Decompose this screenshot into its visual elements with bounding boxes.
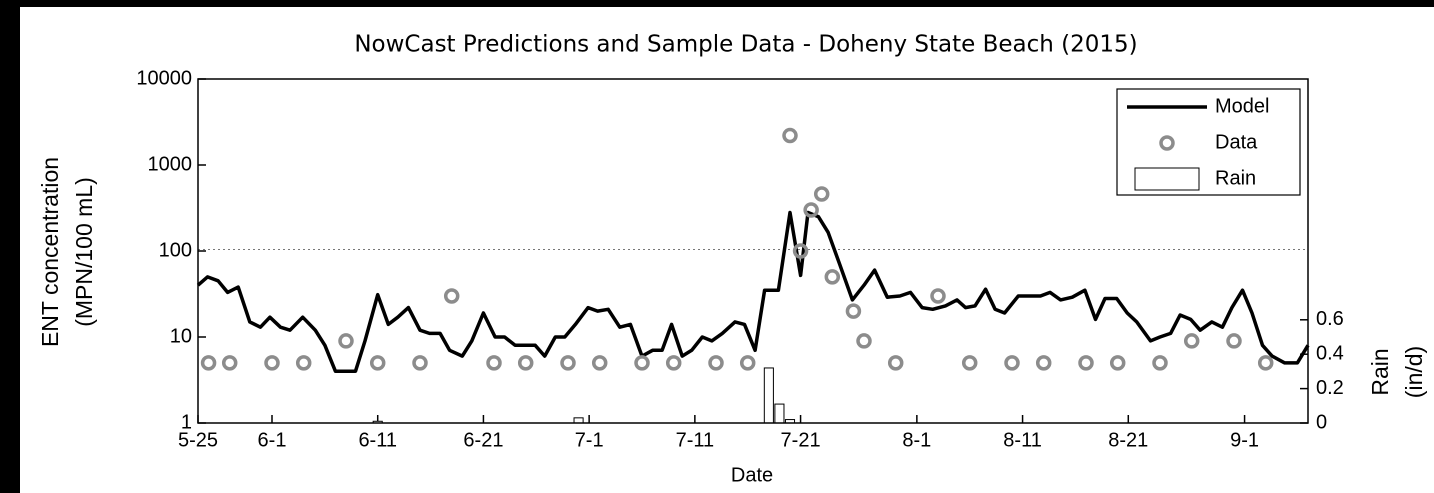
x-tick-label: 6-21 bbox=[463, 429, 503, 451]
y-tick-label: 10000 bbox=[136, 67, 192, 89]
data-point bbox=[486, 355, 502, 371]
y2-axis-label-line: (in/d) bbox=[1401, 346, 1427, 398]
legend-swatch bbox=[1134, 167, 1200, 191]
data-point bbox=[1257, 355, 1274, 371]
y2-axis-label-line: Rain bbox=[1367, 348, 1393, 395]
rain-bar bbox=[763, 367, 774, 424]
data-point bbox=[1109, 355, 1126, 371]
data-point bbox=[813, 186, 830, 202]
legend-label: Model bbox=[1215, 95, 1269, 117]
data-point bbox=[803, 202, 819, 218]
rain-bar bbox=[774, 403, 785, 424]
data-point bbox=[792, 243, 809, 259]
data-point bbox=[1004, 355, 1020, 371]
y2-tick-label: 0.4 bbox=[1316, 342, 1344, 364]
x-tick-label: 7-1 bbox=[575, 429, 604, 451]
data-point bbox=[1183, 333, 1200, 349]
y-axis-label: ENT concentration (MPN/100 mL) bbox=[37, 157, 97, 347]
frame-left bbox=[0, 0, 20, 493]
data-point bbox=[200, 355, 217, 371]
rain-bar bbox=[573, 417, 584, 424]
data-point bbox=[856, 333, 872, 349]
y-axis-label-line: ENT concentration bbox=[37, 157, 63, 347]
x-tick-label: 5-25 bbox=[178, 429, 218, 451]
y2-tick-label: 0 bbox=[1316, 411, 1327, 433]
data-point bbox=[634, 355, 650, 371]
legend-label: Rain bbox=[1215, 167, 1256, 189]
data-point bbox=[845, 303, 862, 319]
data-point bbox=[1078, 355, 1094, 371]
y-tick-label: 10 bbox=[170, 325, 192, 347]
data-point bbox=[930, 288, 946, 304]
data-point bbox=[591, 355, 608, 371]
y-tick-label: 1 bbox=[181, 411, 192, 433]
x-tick-label: 8-1 bbox=[902, 429, 931, 451]
x-tick-label: 6-11 bbox=[358, 429, 397, 451]
data-point bbox=[560, 355, 576, 371]
data-point bbox=[887, 355, 904, 371]
y2-tick-label: 0.2 bbox=[1316, 377, 1344, 399]
data-point bbox=[221, 355, 238, 371]
y2-tick-label: 0.6 bbox=[1316, 308, 1344, 330]
data-point bbox=[782, 127, 798, 144]
chart-title: NowCast Predictions and Sample Data - Do… bbox=[354, 32, 1137, 58]
data-point bbox=[517, 355, 534, 371]
x-axis-label: Date bbox=[731, 464, 773, 486]
y-axis-label-line: (MPN/100 mL) bbox=[71, 177, 97, 327]
model-line bbox=[196, 210, 1310, 373]
y2-axis-label: Rain (in/d) bbox=[1367, 346, 1427, 398]
data-point bbox=[708, 355, 724, 371]
x-tick-label: 7-21 bbox=[781, 429, 821, 451]
plot-frame bbox=[197, 78, 1309, 424]
data-point bbox=[1226, 333, 1242, 349]
y-tick-label: 1000 bbox=[148, 153, 193, 175]
data-point bbox=[961, 355, 978, 371]
data-point bbox=[665, 355, 682, 371]
data-point bbox=[739, 355, 756, 371]
x-tick-label: 7-11 bbox=[676, 429, 715, 451]
data-point bbox=[824, 269, 841, 285]
legend-label: Data bbox=[1215, 131, 1258, 153]
data-point bbox=[1035, 355, 1052, 371]
x-tick-label: 8-21 bbox=[1108, 429, 1148, 451]
data-point bbox=[338, 333, 354, 349]
x-tick-label: 8-11 bbox=[1003, 429, 1042, 451]
y-tick-label: 100 bbox=[159, 239, 192, 261]
data-point bbox=[412, 355, 428, 371]
data-point bbox=[264, 355, 280, 371]
legend-swatch bbox=[1159, 135, 1175, 151]
frame-top bbox=[0, 0, 1434, 7]
data-point bbox=[369, 355, 386, 371]
data-point bbox=[1152, 355, 1168, 371]
x-tick-label: 9-1 bbox=[1230, 429, 1259, 451]
data-point bbox=[443, 288, 460, 304]
data-point bbox=[295, 355, 312, 371]
x-tick-label: 6-1 bbox=[258, 429, 287, 451]
